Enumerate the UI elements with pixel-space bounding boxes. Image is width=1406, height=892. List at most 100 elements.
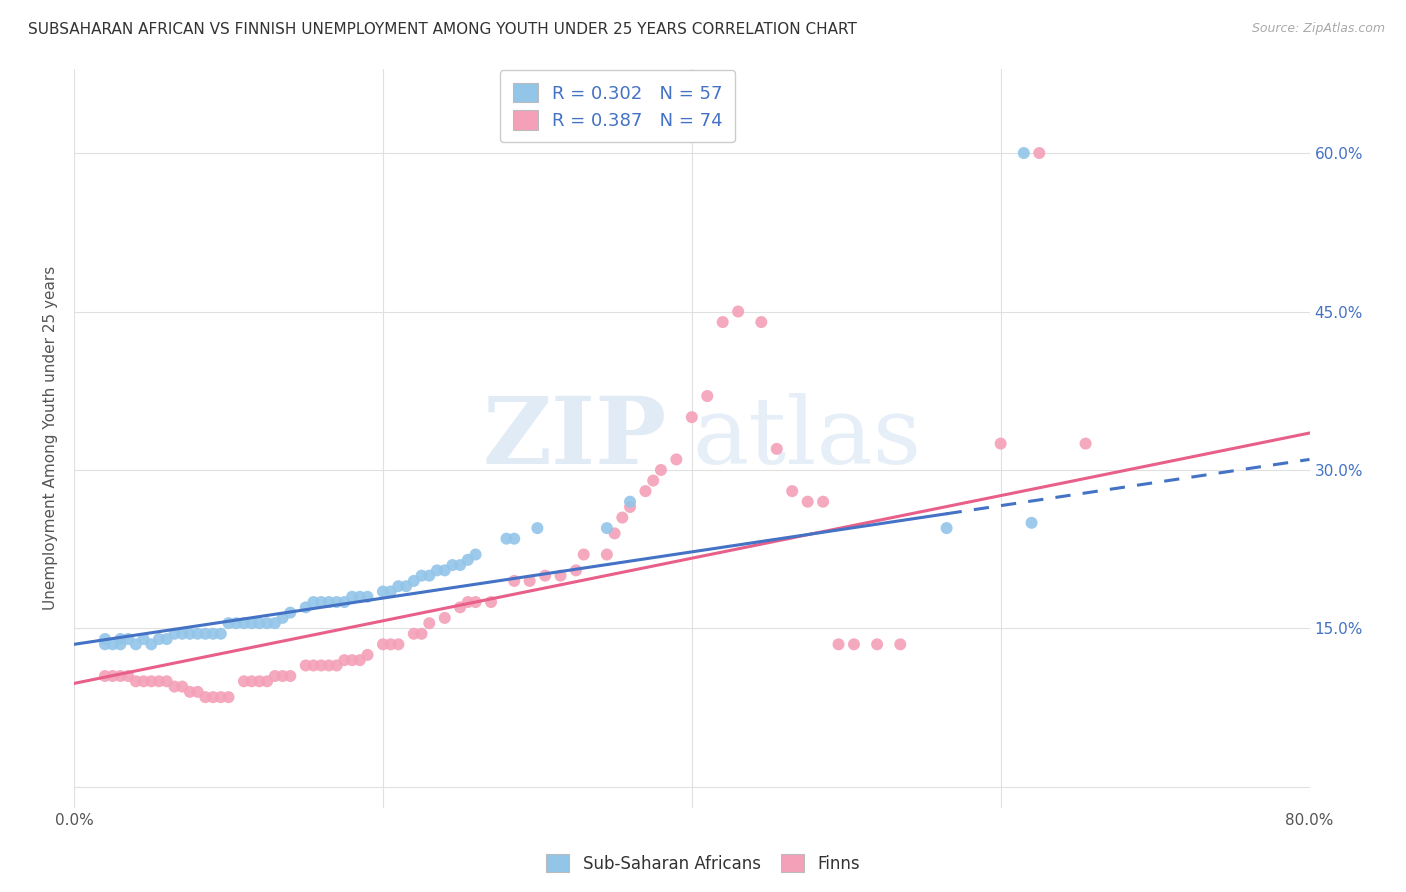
Point bbox=[356, 590, 378, 604]
Point bbox=[263, 669, 285, 683]
Point bbox=[387, 579, 409, 593]
Point bbox=[156, 632, 179, 646]
Point bbox=[519, 574, 541, 588]
Point bbox=[765, 442, 787, 456]
Point bbox=[503, 574, 526, 588]
Point bbox=[179, 626, 201, 640]
Point bbox=[866, 637, 889, 651]
Point bbox=[256, 616, 278, 631]
Point bbox=[827, 637, 849, 651]
Point bbox=[889, 637, 911, 651]
Point bbox=[117, 669, 139, 683]
Point bbox=[727, 304, 749, 318]
Point bbox=[387, 637, 409, 651]
Point bbox=[256, 674, 278, 689]
Point bbox=[333, 595, 356, 609]
Point bbox=[371, 584, 394, 599]
Point bbox=[349, 590, 371, 604]
Point bbox=[402, 626, 425, 640]
Point bbox=[796, 494, 818, 508]
Point bbox=[240, 616, 263, 631]
Point bbox=[187, 685, 209, 699]
Point bbox=[110, 669, 132, 683]
Point bbox=[1074, 436, 1097, 450]
Point bbox=[411, 568, 433, 582]
Point bbox=[619, 500, 641, 514]
Point bbox=[1028, 146, 1050, 161]
Point bbox=[780, 484, 803, 499]
Point bbox=[665, 452, 688, 467]
Point bbox=[218, 690, 240, 705]
Point bbox=[603, 526, 626, 541]
Point bbox=[125, 674, 148, 689]
Point bbox=[634, 484, 657, 499]
Point bbox=[596, 521, 619, 535]
Point bbox=[681, 410, 703, 425]
Legend: Sub-Saharan Africans, Finns: Sub-Saharan Africans, Finns bbox=[540, 847, 866, 880]
Point bbox=[194, 690, 217, 705]
Point bbox=[418, 616, 440, 631]
Point bbox=[132, 632, 155, 646]
Point bbox=[411, 626, 433, 640]
Point bbox=[233, 674, 256, 689]
Point bbox=[163, 626, 186, 640]
Point bbox=[271, 611, 294, 625]
Point bbox=[94, 669, 117, 683]
Point bbox=[449, 558, 471, 572]
Point bbox=[811, 494, 834, 508]
Point bbox=[990, 436, 1012, 450]
Point bbox=[318, 658, 340, 673]
Point bbox=[457, 595, 479, 609]
Point bbox=[117, 632, 139, 646]
Point bbox=[294, 600, 316, 615]
Point bbox=[302, 658, 325, 673]
Point bbox=[479, 595, 502, 609]
Point bbox=[94, 637, 117, 651]
Point bbox=[696, 389, 718, 403]
Point bbox=[101, 669, 124, 683]
Point bbox=[503, 532, 526, 546]
Point bbox=[141, 637, 163, 651]
Y-axis label: Unemployment Among Youth under 25 years: Unemployment Among Youth under 25 years bbox=[44, 266, 58, 610]
Legend: R = 0.302   N = 57, R = 0.387   N = 74: R = 0.302 N = 57, R = 0.387 N = 74 bbox=[501, 70, 735, 143]
Point bbox=[464, 595, 486, 609]
Point bbox=[172, 626, 194, 640]
Point bbox=[464, 548, 486, 562]
Point bbox=[749, 315, 772, 329]
Point bbox=[572, 548, 595, 562]
Point bbox=[596, 548, 619, 562]
Point bbox=[141, 674, 163, 689]
Point bbox=[209, 626, 232, 640]
Text: ZIP: ZIP bbox=[482, 393, 666, 483]
Point bbox=[309, 658, 332, 673]
Point bbox=[94, 632, 117, 646]
Point bbox=[534, 568, 557, 582]
Point bbox=[935, 521, 957, 535]
Point bbox=[125, 637, 148, 651]
Point bbox=[380, 584, 402, 599]
Point bbox=[550, 568, 572, 582]
Point bbox=[225, 616, 247, 631]
Text: Source: ZipAtlas.com: Source: ZipAtlas.com bbox=[1251, 22, 1385, 36]
Point bbox=[441, 558, 464, 572]
Point bbox=[325, 595, 347, 609]
Point bbox=[395, 579, 418, 593]
Point bbox=[247, 674, 270, 689]
Point bbox=[495, 532, 517, 546]
Point bbox=[340, 653, 363, 667]
Point bbox=[247, 616, 270, 631]
Point bbox=[711, 315, 734, 329]
Point bbox=[148, 632, 170, 646]
Point bbox=[179, 685, 201, 699]
Point bbox=[325, 658, 347, 673]
Point bbox=[650, 463, 672, 477]
Point bbox=[278, 606, 301, 620]
Point bbox=[309, 595, 332, 609]
Point bbox=[263, 616, 285, 631]
Point bbox=[371, 637, 394, 651]
Point bbox=[172, 680, 194, 694]
Point bbox=[426, 563, 449, 577]
Point bbox=[294, 658, 316, 673]
Point bbox=[209, 690, 232, 705]
Point bbox=[333, 653, 356, 667]
